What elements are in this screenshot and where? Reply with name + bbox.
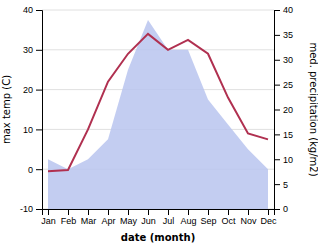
tick-mark	[36, 169, 42, 170]
x-axis-title: date (month)	[121, 232, 195, 243]
tick: 0	[274, 204, 288, 214]
tick: 35	[274, 30, 293, 40]
tick-mark	[274, 85, 280, 86]
tick-label: 35	[283, 30, 293, 40]
tick: 10	[23, 125, 42, 135]
grid-line	[42, 10, 274, 11]
tick-mark	[36, 90, 42, 91]
tick-label: 20	[23, 85, 33, 95]
tick: Dec	[260, 209, 277, 226]
area	[48, 20, 268, 209]
tick-label: Dec	[260, 216, 277, 226]
tick: Aug	[180, 209, 196, 226]
tick-mark	[36, 129, 42, 130]
tick-mark	[68, 209, 69, 215]
tick-mark	[274, 60, 280, 61]
tick-mark	[36, 50, 42, 51]
tick-label: Jun	[141, 216, 156, 226]
tick: Oct	[221, 209, 236, 226]
tick: Jun	[141, 209, 156, 226]
tick-label: 30	[283, 55, 293, 65]
marks	[48, 20, 268, 209]
axis-line	[275, 11, 281, 210]
tick: 20	[23, 85, 42, 95]
tick-mark	[274, 209, 280, 210]
tick-mark	[274, 184, 280, 185]
tick: 30	[23, 45, 42, 55]
tick: 0	[28, 165, 42, 175]
tick-mark	[274, 110, 280, 111]
y-axis: -10 0 10 20 30 40	[20, 5, 43, 214]
y2-axis: 0 5 10 15 20 25 30 35 40	[274, 5, 293, 214]
tick: Feb	[61, 209, 77, 226]
tick-label: Apr	[101, 216, 115, 226]
tick: 20	[274, 105, 293, 115]
tick: 40	[274, 5, 293, 15]
tick-label: Nov	[240, 216, 257, 226]
axis-line	[43, 210, 275, 216]
tick-label: -10	[20, 204, 33, 214]
tick-label: Feb	[61, 216, 77, 226]
tick: 10	[274, 155, 293, 165]
tick-label: Aug	[180, 216, 196, 226]
tick-label: 0	[283, 204, 288, 214]
tick: 15	[274, 130, 293, 140]
tick: Nov	[240, 209, 257, 226]
tick-mark	[88, 209, 89, 215]
tick-label: Oct	[221, 216, 236, 226]
tick-mark	[274, 159, 280, 160]
tick-label: 40	[283, 5, 293, 15]
tick-mark	[268, 209, 269, 215]
tick-label: Mar	[81, 216, 97, 226]
tick-mark	[274, 134, 280, 135]
tick-label: 20	[283, 105, 293, 115]
tick-mark	[36, 10, 42, 11]
tick-mark	[148, 209, 149, 215]
tick: Mar	[81, 209, 97, 226]
tick-label: Jan	[41, 216, 56, 226]
tick: Sep	[200, 209, 216, 226]
tick: -10	[20, 204, 42, 214]
tick-label: Jul	[163, 216, 175, 226]
grid	[42, 10, 274, 209]
y2-axis-title: med. precipitation (kg/m2)	[308, 42, 318, 176]
line	[48, 34, 268, 171]
tick-mark	[228, 209, 229, 215]
chart: Jan Feb Mar Apr MayJun Jul Aug Sep Oct NovDec -10 0…	[0, 0, 318, 247]
axis-line	[36, 11, 43, 210]
y-axis-title: max temp (C)	[1, 75, 12, 144]
tick: Apr	[101, 209, 115, 226]
tick-label: 10	[23, 125, 33, 135]
tick-mark	[188, 209, 189, 215]
tick-mark	[108, 209, 109, 215]
tick-mark	[128, 209, 129, 215]
tick-label: 30	[23, 45, 33, 55]
tick-mark	[168, 209, 169, 215]
tick-label: 10	[283, 155, 293, 165]
x-axis: Jan Feb Mar Apr MayJun Jul Aug Sep Oct NovDec	[41, 209, 277, 226]
tick-mark	[274, 35, 280, 36]
tick-label: 25	[283, 80, 293, 90]
tick: 40	[23, 5, 42, 15]
tick-label: May	[120, 216, 138, 226]
tick-mark	[274, 10, 280, 11]
tick: 30	[274, 55, 293, 65]
tick-mark	[248, 209, 249, 215]
plot-area: Jan Feb Mar Apr MayJun Jul Aug Sep Oct NovDec -10 0…	[20, 5, 293, 226]
tick: 5	[274, 180, 288, 190]
tick-mark	[36, 209, 42, 210]
tick-mark	[48, 209, 49, 215]
tick-label: 5	[283, 180, 288, 190]
tick-label: 40	[23, 5, 33, 15]
tick: May	[120, 209, 138, 226]
tick: Jul	[163, 209, 175, 226]
tick: 25	[274, 80, 293, 90]
tick-label: Sep	[200, 216, 216, 226]
tick-label: 15	[283, 130, 293, 140]
tick: Jan	[41, 209, 56, 226]
tick-mark	[208, 209, 209, 215]
tick-label: 0	[28, 165, 33, 175]
